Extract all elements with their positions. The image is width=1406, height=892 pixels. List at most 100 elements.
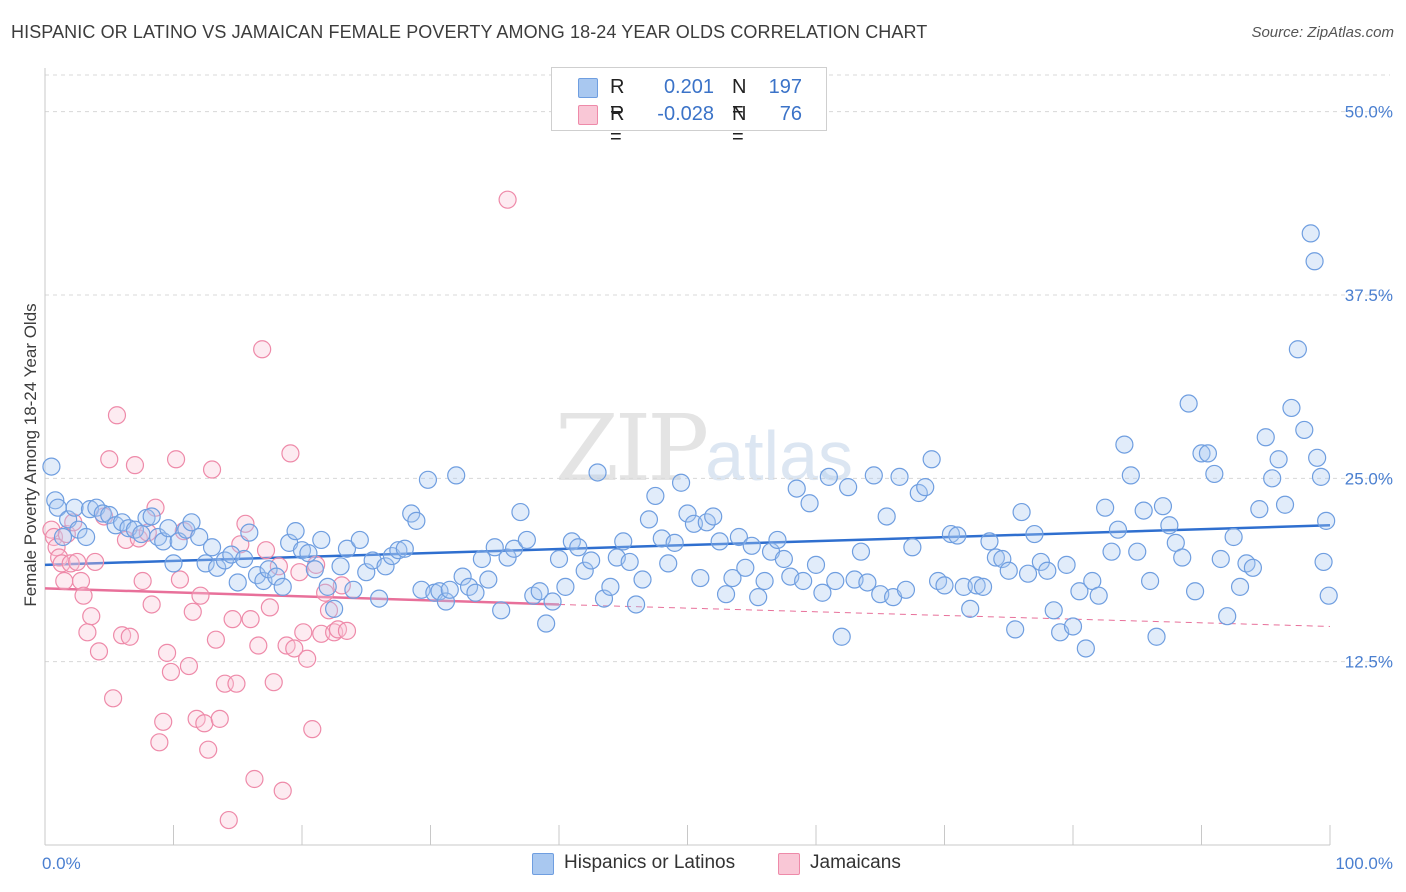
y-tick-label: 25.0%	[1345, 469, 1393, 488]
point-hispanic	[1096, 498, 1115, 517]
point-hispanic	[646, 486, 665, 506]
point-hispanic	[395, 539, 414, 558]
point-hispanic	[240, 523, 259, 542]
x-tick-label-max: 100.0%	[1335, 854, 1393, 873]
point-hispanic	[1070, 582, 1089, 601]
point-hispanic	[318, 577, 337, 596]
point-hispanic	[826, 571, 845, 591]
point-hispanic	[1089, 586, 1108, 605]
point-jamaican	[294, 623, 313, 642]
point-jamaican	[260, 598, 279, 617]
point-hispanic	[1218, 607, 1237, 626]
point-hispanic	[858, 573, 877, 592]
point-hispanic	[851, 542, 871, 561]
point-hispanic	[620, 552, 639, 572]
point-jamaican	[210, 709, 229, 728]
point-jamaican	[133, 571, 152, 591]
point-hispanic	[537, 614, 556, 633]
point-jamaican	[183, 602, 202, 621]
legend-swatch-jamaicans	[778, 853, 800, 875]
point-hispanic	[370, 589, 389, 608]
point-hispanic	[190, 527, 209, 547]
point-hispanic	[65, 498, 84, 517]
point-jamaican	[236, 514, 255, 533]
point-hispanic	[273, 577, 292, 596]
point-jamaican	[264, 673, 283, 692]
point-hispanic	[259, 560, 278, 579]
point-hispanic	[325, 599, 344, 618]
point-jamaican	[107, 406, 127, 425]
point-hispanic	[768, 530, 787, 550]
point-hispanic	[1044, 601, 1063, 620]
point-jamaican	[125, 456, 145, 475]
point-jamaican	[245, 769, 264, 789]
point-hispanic	[896, 580, 916, 599]
point-hispanic	[1275, 495, 1295, 514]
point-jamaican	[498, 190, 517, 209]
point-hispanic	[1147, 627, 1166, 646]
point-hispanic	[659, 554, 678, 573]
point-hispanic	[710, 532, 729, 551]
point-hispanic	[479, 570, 498, 589]
point-hispanic	[1314, 552, 1333, 572]
point-jamaican	[337, 621, 357, 640]
point-hispanic	[723, 568, 742, 588]
point-hispanic	[922, 450, 941, 469]
point-jamaican	[150, 733, 169, 752]
point-hispanic	[1185, 582, 1205, 601]
point-hispanic	[1076, 639, 1095, 658]
point-hispanic	[993, 549, 1012, 569]
point-hispanic	[787, 479, 806, 498]
point-hispanic	[1121, 466, 1140, 485]
point-hispanic	[967, 576, 986, 595]
point-hispanic	[485, 538, 504, 557]
point-hispanic	[1308, 448, 1327, 467]
point-jamaican	[71, 571, 91, 591]
point-hispanic	[1140, 571, 1160, 591]
watermark-zip: ZIP	[555, 395, 709, 502]
point-hispanic	[517, 530, 536, 550]
point-hispanic	[1063, 617, 1083, 636]
point-hispanic	[916, 478, 935, 497]
legend-label-jamaicans: Jamaicans	[810, 852, 901, 873]
point-jamaican	[74, 586, 93, 605]
point-hispanic	[986, 548, 1006, 567]
legend-r-label: R =	[610, 76, 625, 121]
point-hispanic	[588, 463, 607, 482]
point-jamaican	[219, 810, 238, 830]
point-hispanic	[1128, 542, 1147, 561]
correlation-legend: R = 0.201 N = 197 R = -0.028 N = 76	[551, 67, 827, 148]
legend-n-value: 197	[768, 76, 802, 98]
point-hispanic	[839, 478, 858, 497]
point-hispanic	[1018, 564, 1038, 583]
point-hispanic	[196, 554, 215, 573]
point-hispanic	[1038, 561, 1057, 580]
point-hispanic	[877, 507, 896, 526]
point-hispanic	[614, 532, 633, 551]
point-jamaican	[89, 642, 109, 661]
point-hispanic	[1012, 502, 1031, 522]
point-hispanic	[208, 558, 227, 577]
y-tick-label: 37.5%	[1345, 286, 1393, 305]
point-hispanic	[286, 522, 305, 541]
point-jamaican	[328, 620, 348, 639]
point-hispanic	[472, 549, 491, 569]
point-hispanic	[729, 527, 749, 547]
points-hispanics	[42, 224, 1338, 658]
point-hispanic	[389, 541, 408, 560]
point-hispanic	[999, 561, 1018, 580]
point-jamaican	[191, 586, 210, 605]
legend-n-label: N =	[732, 103, 747, 148]
point-hispanic	[961, 599, 980, 618]
point-hispanic	[980, 532, 999, 551]
point-jamaican	[82, 607, 101, 626]
point-jamaican	[104, 689, 123, 708]
point-hispanic	[1311, 467, 1331, 486]
point-jamaican	[120, 627, 139, 646]
point-hispanic	[1025, 524, 1044, 544]
point-jamaican	[78, 623, 97, 642]
point-hispanic	[601, 577, 620, 596]
point-hispanic	[42, 457, 61, 476]
point-jamaican	[249, 636, 268, 655]
